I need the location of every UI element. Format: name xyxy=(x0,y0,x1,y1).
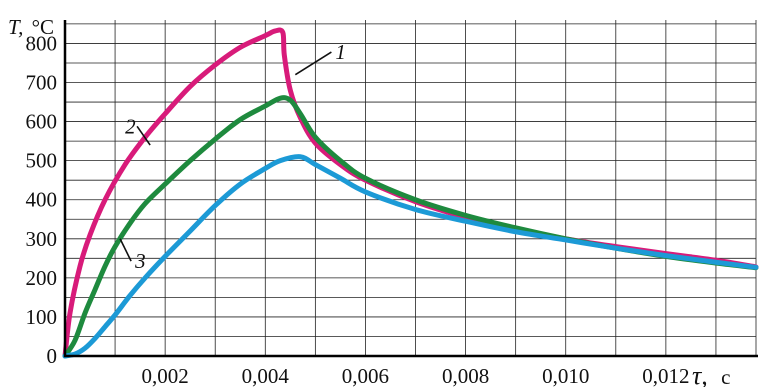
y-tick-label: 400 xyxy=(26,188,58,212)
y-axis-title: T, °C xyxy=(8,15,54,39)
y-tick-label: 500 xyxy=(26,149,58,173)
y-tick-label: 700 xyxy=(26,71,58,95)
y-tick-label: 200 xyxy=(26,266,58,290)
series-curves xyxy=(62,27,759,359)
y-tick-label: 300 xyxy=(26,227,58,251)
series-1-line xyxy=(62,27,759,359)
x-tick-label: 0,004 xyxy=(242,364,290,387)
curve-label-3: 3 xyxy=(134,249,146,273)
curve-labels: 1 2 3 xyxy=(119,40,346,273)
x-tick-label: 0,012 xyxy=(642,364,689,387)
x-axis-title: τ, c xyxy=(692,361,730,387)
y-tick-label: 0 xyxy=(47,344,58,368)
y-axis-variable: T, xyxy=(8,15,23,39)
curve-label-leader xyxy=(119,238,132,262)
x-axis-variable: τ, xyxy=(692,361,708,387)
y-axis-unit: °C xyxy=(32,15,54,39)
curve-label-1: 1 xyxy=(335,40,346,64)
y-tick-label: 800 xyxy=(26,31,58,55)
x-tick-label: 0,008 xyxy=(442,364,489,387)
curve-label-2: 2 xyxy=(125,114,136,138)
curve-label-leader xyxy=(136,125,151,146)
series-3-line xyxy=(62,154,759,359)
tick-labels: 0 100 200 300 400 500 600 700 800 0,002 0,004 0,006… xyxy=(26,31,690,387)
x-tick-label: 0,002 xyxy=(142,364,189,387)
x-tick-label: 0,006 xyxy=(342,364,389,387)
grid xyxy=(65,20,757,356)
curve-label-leader xyxy=(294,51,332,76)
x-tick-label: 0,010 xyxy=(542,364,589,387)
axes xyxy=(63,20,758,358)
y-tick-label: 100 xyxy=(26,305,58,329)
x-axis-unit: c xyxy=(721,365,730,387)
y-tick-label: 600 xyxy=(26,110,58,134)
